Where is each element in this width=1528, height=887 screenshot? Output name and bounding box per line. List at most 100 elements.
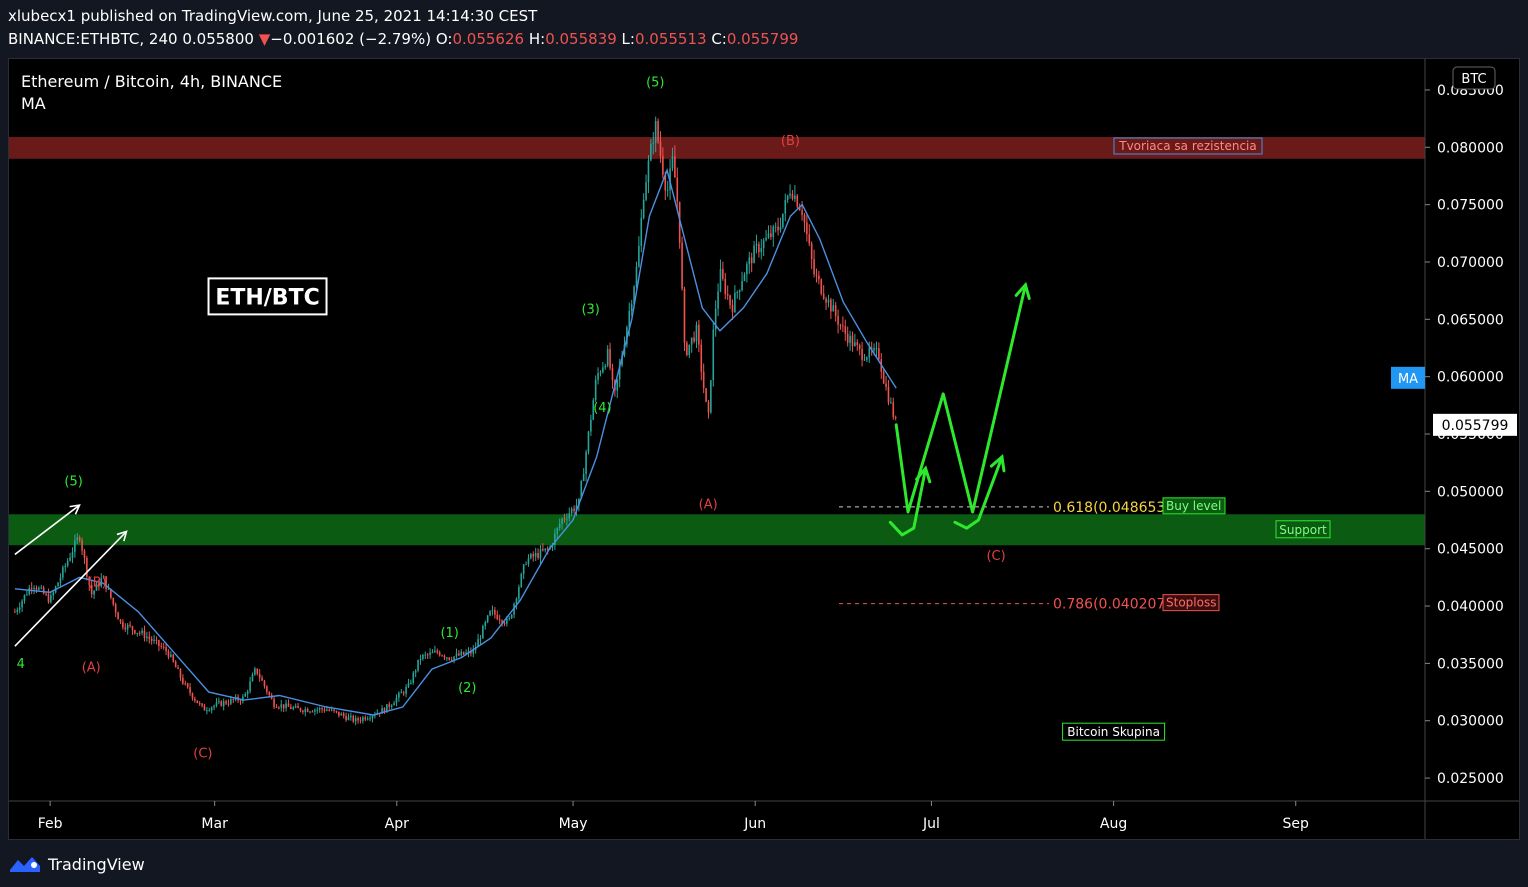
ma-badge <box>1391 366 1425 389</box>
candle-body <box>354 718 357 722</box>
candle-body <box>426 654 429 656</box>
candle-body <box>357 718 359 721</box>
candle-body <box>114 604 117 613</box>
candle-body <box>412 672 415 683</box>
candle-body <box>882 371 885 384</box>
candle-body <box>59 577 62 583</box>
candle-body <box>338 711 340 716</box>
symbol-quote: BINANCE:ETHBTC, 240 0.055800 ▼−0.001602 … <box>8 30 798 48</box>
candle-body <box>153 639 155 641</box>
candle-body <box>875 348 878 350</box>
last-price-badge-text: 0.055799 <box>1442 418 1509 434</box>
candle-body <box>88 576 91 586</box>
currency-badge[interactable] <box>1452 66 1496 90</box>
candle-body <box>383 708 386 713</box>
open-value: 0.055626 <box>452 30 525 48</box>
candle-body <box>62 567 64 578</box>
candle-body <box>734 292 736 313</box>
y-tick-label: 0.025000 <box>1437 771 1504 787</box>
candle-body <box>232 699 235 701</box>
candle-body <box>506 619 508 624</box>
candle-body <box>299 708 302 711</box>
candle-body <box>854 342 856 346</box>
candle-body <box>774 226 777 228</box>
candle-body <box>890 402 892 404</box>
candle-body <box>522 564 525 574</box>
candle-body <box>282 704 285 709</box>
candle-body <box>570 508 573 514</box>
candle-body <box>184 683 187 685</box>
candle-body <box>448 657 451 660</box>
candle-body <box>167 651 170 657</box>
candle-body <box>261 677 263 681</box>
candle-body <box>220 701 223 707</box>
high-label: H: <box>528 30 546 48</box>
candle-body <box>477 639 479 647</box>
candle-body <box>894 417 897 419</box>
candle-body <box>839 324 842 326</box>
fib-tag-label: Stoploss <box>1166 596 1216 610</box>
annotation-arrowhead <box>69 504 81 515</box>
candle-body <box>71 552 74 558</box>
candle-body <box>710 380 712 413</box>
x-tick-label: May <box>559 816 588 832</box>
candle-body <box>86 557 88 577</box>
candle-body <box>544 548 547 551</box>
tradingview-branding[interactable]: TradingView <box>8 850 145 878</box>
candle-body <box>131 626 134 631</box>
candle-body <box>693 337 695 342</box>
price-chart[interactable]: Tvoriaca sa rezistencia Support 0.618(0.0… <box>9 59 1519 839</box>
candle-body <box>755 244 758 246</box>
annotation-arrow-line <box>14 504 80 556</box>
wave-label: (3) <box>581 303 599 318</box>
candle-body <box>14 611 16 613</box>
wave-label: (5) <box>64 475 82 490</box>
currency-badge-text: BTC <box>1461 72 1486 87</box>
candle-body <box>695 324 698 342</box>
candle-body <box>446 657 448 659</box>
candle-body <box>146 636 148 638</box>
candle-body <box>580 481 583 499</box>
candle-body <box>254 668 256 675</box>
candle-body <box>174 661 177 668</box>
candle-body <box>434 650 436 653</box>
candle-body <box>813 259 815 275</box>
candle-body <box>170 654 172 657</box>
candle-body <box>786 195 789 201</box>
candle-body <box>215 702 218 706</box>
low-value: 0.055513 <box>634 30 707 48</box>
chart-panel[interactable]: Tvoriaca sa rezistencia Support 0.618(0.0… <box>8 58 1520 840</box>
candle-body <box>40 587 43 589</box>
candle-body <box>124 627 127 630</box>
candle-body <box>395 697 398 704</box>
candle-body <box>273 699 275 707</box>
candle-body <box>28 587 31 595</box>
candle-body <box>105 576 107 589</box>
candle-body <box>201 703 203 706</box>
candle-body <box>657 121 659 142</box>
candle-body <box>592 400 595 420</box>
candle-body <box>239 700 242 702</box>
candle-body <box>494 610 496 615</box>
last-price-badge <box>1433 413 1517 436</box>
fib-level-text: 0.618(0.048653) <box>1053 500 1171 516</box>
candle-body <box>302 710 304 713</box>
candle-body <box>470 650 472 654</box>
candle-body <box>287 703 290 707</box>
ma-badge-text: MA <box>1398 372 1418 387</box>
chart-legend-title: Ethereum / Bitcoin, 4h, BINANCE <box>21 72 282 91</box>
candle-body <box>78 537 81 541</box>
y-tick-label: 0.050000 <box>1437 484 1504 500</box>
candle-body <box>45 593 47 595</box>
candle-body <box>218 701 220 703</box>
candle-body <box>486 615 489 623</box>
candle-body <box>52 592 55 596</box>
candle-body <box>225 701 227 704</box>
candle-body <box>818 275 820 280</box>
symbol-name: BINANCE:ETHBTC, 240 <box>8 30 178 48</box>
candle-body <box>582 474 585 482</box>
candle-body <box>556 528 559 534</box>
candle-body <box>83 550 86 558</box>
candle-body <box>352 715 355 722</box>
candle-body <box>210 707 213 711</box>
